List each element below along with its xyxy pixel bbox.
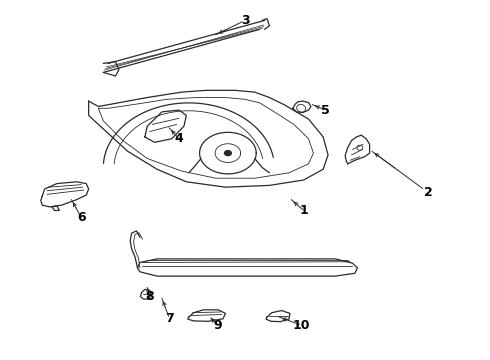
Text: 10: 10 [293, 319, 310, 332]
Text: 9: 9 [214, 319, 222, 332]
Text: 6: 6 [77, 211, 86, 224]
Polygon shape [224, 150, 231, 156]
Text: 7: 7 [165, 311, 173, 325]
Text: 5: 5 [321, 104, 330, 117]
Text: 2: 2 [424, 186, 433, 199]
Text: 8: 8 [146, 290, 154, 303]
Text: 3: 3 [241, 14, 249, 27]
Text: 1: 1 [299, 204, 308, 217]
Text: 4: 4 [174, 132, 183, 145]
